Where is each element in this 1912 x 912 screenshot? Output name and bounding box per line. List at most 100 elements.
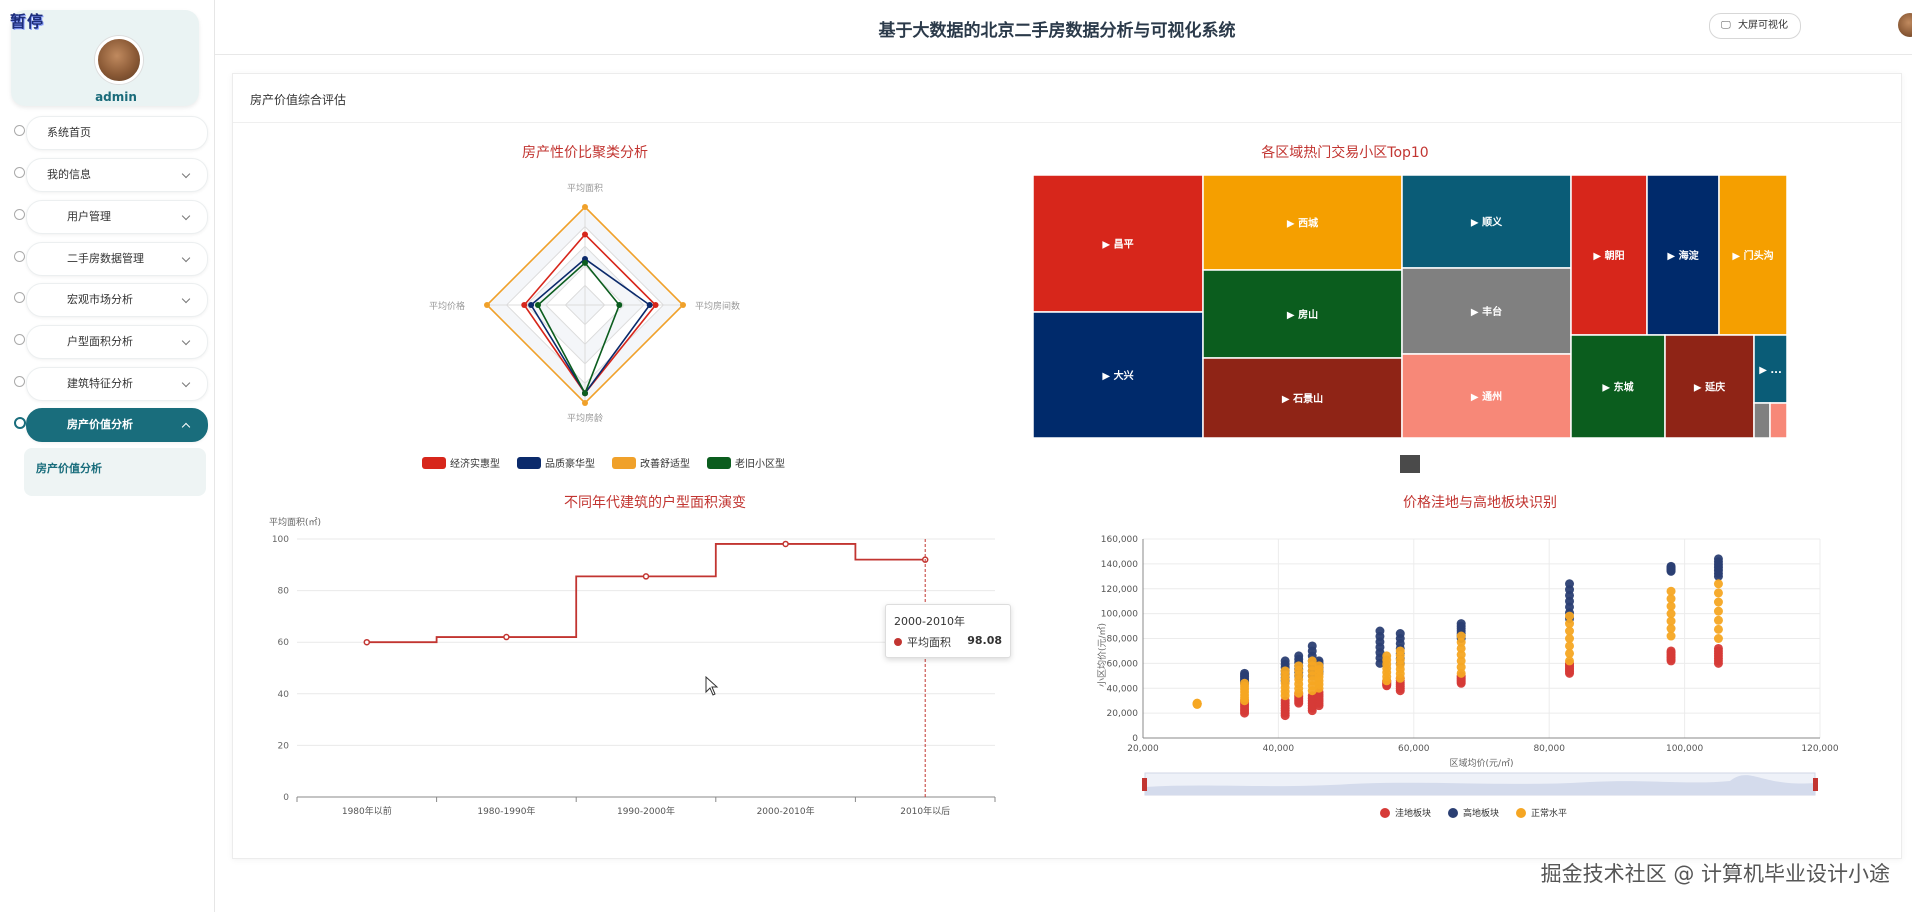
legend-label: 经济实惠型 (450, 457, 500, 470)
sidebar-item-my-info[interactable]: 我的信息 (26, 158, 208, 192)
sidebar-item-label: 我的信息 (47, 168, 91, 181)
treemap-label: ▶ 海淀 (1667, 249, 1699, 262)
sidebar-item-user-management[interactable]: 用户管理 (26, 200, 208, 234)
chart-title: 各区域热门交易小区Top10 (1261, 145, 1429, 161)
bigscreen-label: 大屏可视化 (1738, 20, 1788, 31)
scatter-point-正常水平 (1666, 609, 1676, 619)
scatter-point-高地板块 (1713, 554, 1723, 564)
profile-card: admin (11, 10, 199, 106)
sidebar-item-building-features[interactable]: 建筑特征分析 (26, 367, 208, 401)
mouse-cursor (705, 676, 719, 696)
treemap-cell-small (1769, 402, 1788, 439)
sidebar-item-home[interactable]: 系统首页 (26, 116, 208, 150)
treemap-cell (1401, 267, 1572, 355)
scatter-point-正常水平 (1565, 656, 1575, 666)
legend-label: 正常水平 (1531, 807, 1567, 819)
step-line-series (366, 543, 926, 644)
avatar[interactable] (95, 36, 143, 84)
y-axis-title: 小区均价(元/㎡) (1096, 623, 1108, 687)
y-tick-label: 40 (278, 690, 290, 700)
scatter-point-正常水平 (1294, 661, 1304, 671)
y-tick-label: 0 (1132, 734, 1138, 744)
tooltip-value: 98.08 (967, 634, 1002, 647)
radar-point (534, 302, 541, 308)
radar-point (484, 302, 490, 308)
radar-indicator-label: 平均房龄 (567, 412, 603, 424)
chevron-down-icon (181, 294, 191, 304)
treemap-label: ▶ 朝阳 (1593, 249, 1624, 262)
data-zoom-handle-left (1142, 778, 1147, 791)
treemap-cell (1570, 334, 1666, 439)
y-tick-label: 40,000 (1107, 684, 1139, 694)
legend-label: 改善舒适型 (640, 457, 690, 470)
legend-label: 洼地板块 (1395, 807, 1431, 819)
scatter-point-正常水平 (1456, 662, 1466, 672)
scatter-point-正常水平 (1382, 651, 1392, 661)
scatter-point-正常水平 (1314, 661, 1324, 671)
radar-indicator-label: 平均价格 (429, 300, 465, 312)
header: 基于大数据的北京二手房数据分析与可视化系统 🖵 大屏可视化 admin (215, 0, 1912, 55)
y-tick-label: 140,000 (1101, 560, 1138, 570)
treemap-label: ▶ 房山 (1287, 308, 1318, 321)
sidebar-item-unit-area[interactable]: 户型面积分析 (26, 325, 208, 359)
scatter-point-正常水平 (1713, 615, 1723, 625)
y-tick-label: 20 (278, 741, 290, 751)
treemap-label: ▶ 西城 (1287, 217, 1318, 230)
legend-swatch (517, 457, 541, 469)
sidebar-item-macro-market[interactable]: 宏观市场分析 (26, 283, 208, 317)
legend-label: 品质豪华型 (545, 457, 595, 470)
scatter-point-正常水平 (1565, 611, 1575, 621)
chart-tooltip: 2000-2010年 平均面积 98.08 (885, 604, 1011, 658)
pause-label[interactable]: 暂停 (10, 12, 45, 31)
step-line-point (503, 633, 510, 641)
scatter-point-高地板块 (1294, 651, 1304, 661)
chart-title: 价格洼地与高地板块识别 (1403, 495, 1557, 511)
chevron-down-icon (181, 336, 191, 346)
scatter-point-正常水平 (1666, 624, 1676, 634)
sidebar-item-label: 宏观市场分析 (67, 293, 133, 306)
x-tick-label: 20,000 (1127, 744, 1159, 754)
scatter-point-正常水平 (1666, 594, 1676, 604)
treemap-cell (1718, 175, 1788, 336)
y-tick-label: 80,000 (1107, 635, 1139, 645)
sidebar-item-property-value[interactable]: 房产价值分析 (26, 408, 208, 442)
scatter-point-正常水平 (1713, 579, 1723, 589)
chevron-up-icon (181, 422, 191, 432)
scatter-point-高地板块 (1280, 656, 1290, 666)
treemap-label: ▶ 通州 (1471, 391, 1502, 403)
user-avatar[interactable] (1898, 13, 1912, 37)
scatter-point-高地板块 (1375, 626, 1385, 636)
treemap-chart: ▶ 昌平 ▶ 大兴 ▶ 西城 ▶ 房山 ▶ 石景山 ▶ 顺义 ▶ 丰台 ▶ 通州 ▶ 朝阳 ▶ 海… (1033, 175, 1788, 473)
y-tick-label: 20,000 (1107, 709, 1139, 719)
bigscreen-button[interactable]: 🖵 大屏可视化 (1709, 13, 1801, 39)
scatter-point-正常水平 (1565, 648, 1575, 658)
sidebar-username: admin (95, 90, 137, 104)
x-tick-label: 80,000 (1533, 744, 1565, 754)
radar-point (582, 231, 588, 238)
y-tick-label: 60 (278, 638, 290, 648)
sidebar-item-house-data[interactable]: 二手房数据管理 (26, 242, 208, 276)
step-line-point (782, 540, 789, 548)
scatter-point-正常水平 (1456, 631, 1466, 641)
legend-marker (1380, 808, 1390, 818)
x-tick-label: 100,000 (1666, 744, 1703, 754)
menu-dot (14, 292, 25, 303)
radar-point (582, 390, 588, 397)
x-tick-label: 2010年以后 (900, 805, 950, 817)
sidebar-item-label: 二手房数据管理 (67, 252, 144, 265)
menu-dot (14, 209, 25, 220)
radar-point (521, 302, 528, 308)
scatter-point-正常水平 (1395, 646, 1405, 656)
chevron-down-icon (181, 253, 191, 263)
submenu-item-property-value[interactable]: 房产价值分析 (36, 462, 102, 475)
scatter-point-正常水平 (1456, 668, 1466, 678)
y-axis-title: 平均面积(㎡) (269, 516, 321, 528)
radar-indicator-label: 平均面积 (567, 182, 603, 194)
sidebar: admin 暂停 系统首页 我的信息 用户管理 二手房数据管理 宏观市场分析 户… (0, 0, 215, 912)
scatter-point-正常水平 (1713, 634, 1723, 643)
menu-dot (14, 334, 25, 345)
scatter-point-正常水平 (1565, 626, 1575, 636)
x-axis-title: 区域均价(元/㎡) (1449, 757, 1513, 769)
menu-dot (14, 251, 25, 262)
